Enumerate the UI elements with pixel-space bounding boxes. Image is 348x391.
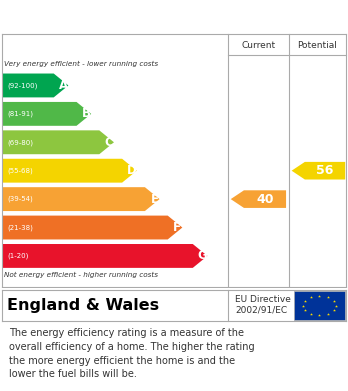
Polygon shape: [3, 187, 159, 211]
Polygon shape: [3, 102, 91, 126]
Text: G: G: [197, 249, 207, 262]
Text: D: D: [127, 164, 136, 177]
Polygon shape: [3, 74, 68, 97]
Polygon shape: [3, 130, 114, 154]
Polygon shape: [3, 215, 182, 239]
Text: E: E: [150, 193, 158, 206]
Text: (21-38): (21-38): [7, 224, 33, 231]
Text: Current: Current: [241, 41, 276, 50]
FancyBboxPatch shape: [294, 291, 345, 320]
Polygon shape: [231, 190, 286, 208]
Text: The energy efficiency rating is a measure of the
overall efficiency of a home. T: The energy efficiency rating is a measur…: [9, 328, 254, 379]
Text: Energy Efficiency Rating: Energy Efficiency Rating: [9, 10, 211, 25]
Text: 56: 56: [316, 164, 334, 177]
Text: C: C: [104, 136, 113, 149]
Text: England & Wales: England & Wales: [7, 298, 159, 313]
Polygon shape: [292, 162, 345, 179]
Text: (55-68): (55-68): [7, 167, 33, 174]
Text: F: F: [173, 221, 181, 234]
Text: 40: 40: [256, 193, 274, 206]
Polygon shape: [3, 159, 137, 183]
Text: Potential: Potential: [298, 41, 338, 50]
Text: Very energy efficient - lower running costs: Very energy efficient - lower running co…: [4, 61, 158, 67]
Text: Not energy efficient - higher running costs: Not energy efficient - higher running co…: [4, 271, 158, 278]
Text: B: B: [81, 108, 90, 120]
Text: (1-20): (1-20): [7, 253, 28, 259]
Polygon shape: [3, 244, 207, 268]
Text: (69-80): (69-80): [7, 139, 33, 145]
Text: (92-100): (92-100): [7, 82, 37, 89]
Text: A: A: [59, 79, 68, 92]
Text: EU Directive
2002/91/EC: EU Directive 2002/91/EC: [235, 295, 291, 315]
Text: (39-54): (39-54): [7, 196, 33, 203]
Text: (81-91): (81-91): [7, 111, 33, 117]
